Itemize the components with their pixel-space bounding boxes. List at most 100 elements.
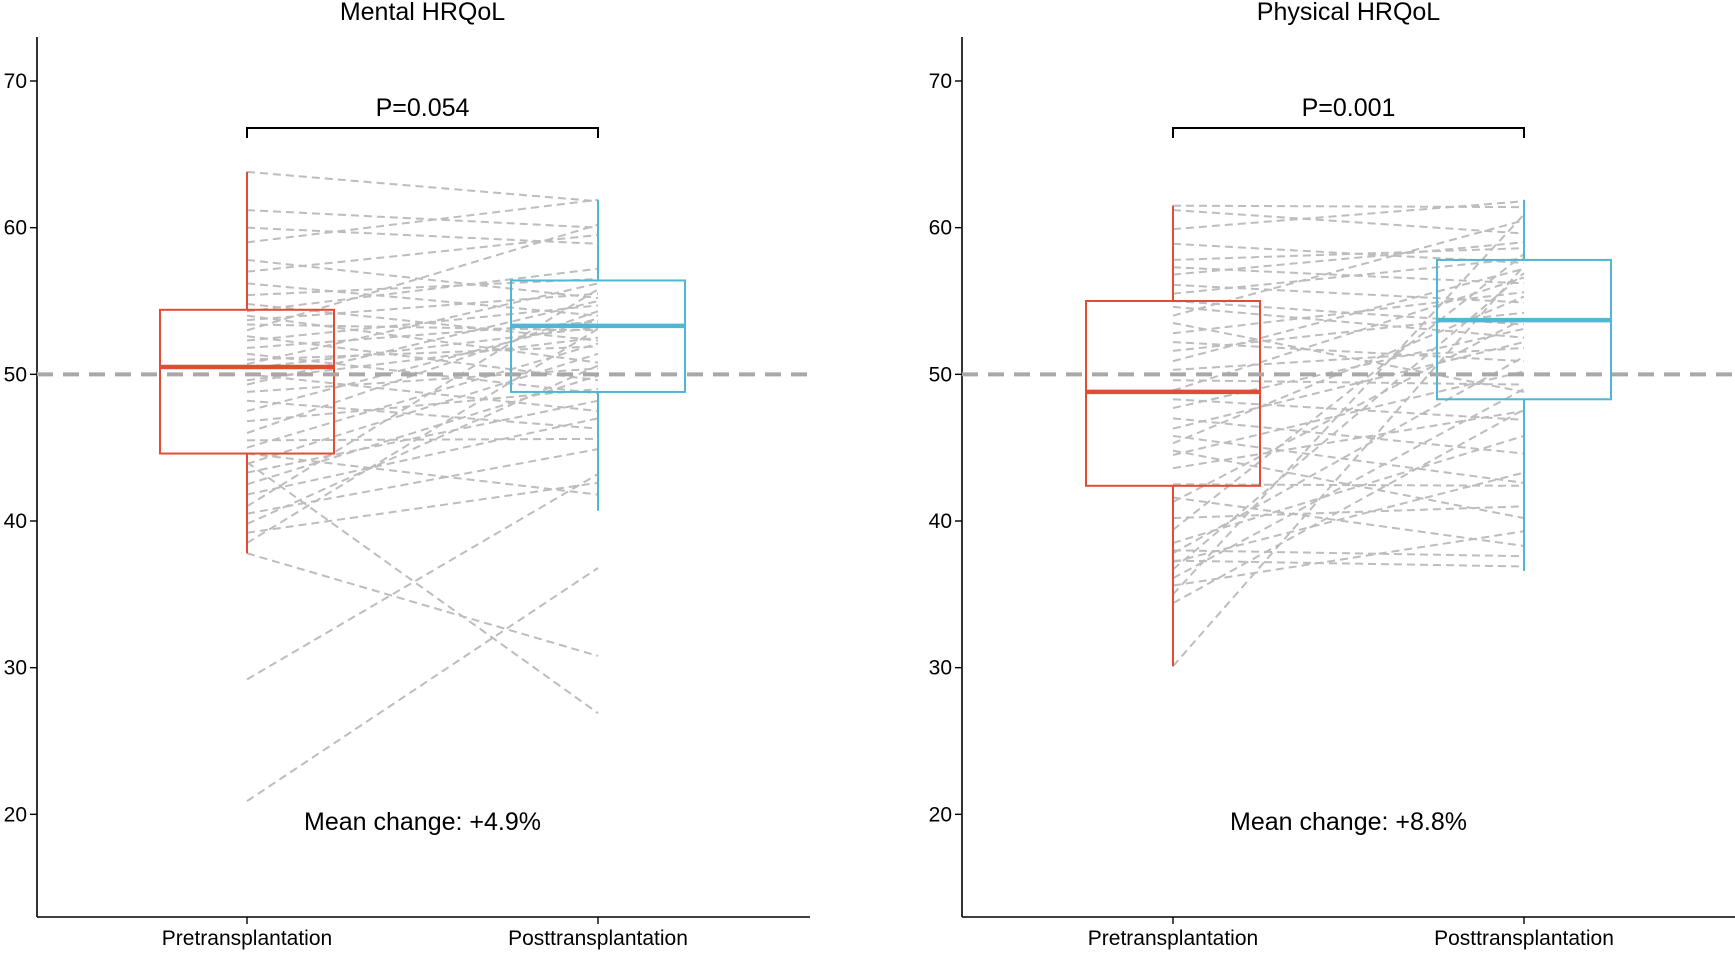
p-value-label: P=0.001: [1302, 94, 1396, 122]
patient-line: [1172, 434, 1525, 484]
patient-line: [246, 267, 599, 313]
patient-line: [246, 399, 599, 474]
paired-lines: [246, 170, 599, 802]
x-tick-label: Pretransplantation: [162, 927, 332, 950]
patient-line: [1172, 291, 1525, 335]
patient-line: [1172, 417, 1525, 455]
patient-line: [1172, 549, 1525, 558]
patient-line: [1172, 253, 1525, 531]
patient-line: [246, 223, 599, 332]
patient-line: [246, 345, 599, 361]
patient-line: [246, 552, 599, 657]
patient-line: [246, 300, 599, 386]
box-iqr: [510, 279, 686, 393]
patient-line: [1172, 483, 1525, 487]
y-tick-label: 70: [4, 70, 27, 93]
patient-line: [246, 278, 599, 297]
y-tick-label: 50: [4, 363, 27, 386]
patient-line: [246, 328, 599, 544]
patient-line: [246, 437, 599, 442]
box-iqr: [159, 308, 335, 455]
patient-line: [1172, 257, 1525, 295]
patient-line: [1172, 322, 1525, 393]
patient-line: [246, 314, 599, 364]
patient-line: [246, 234, 599, 273]
patient-line: [1172, 408, 1525, 605]
significance-bracket: [1172, 127, 1525, 138]
patient-line: [1172, 379, 1525, 386]
patient-line: [246, 323, 599, 332]
patient-line: [246, 461, 599, 714]
x-tick-label: Posttransplantation: [508, 927, 688, 950]
patient-line: [1172, 559, 1525, 568]
patient-line: [246, 198, 599, 244]
patient-line: [246, 399, 599, 430]
boxplot-pre: [1085, 205, 1261, 667]
mean-change-annotation: Mean change: +8.8%: [1230, 808, 1467, 836]
patient-line: [246, 226, 599, 245]
patient-line: [246, 292, 599, 322]
patient-line: [1172, 219, 1525, 317]
y-tick-label: 60: [4, 217, 27, 240]
patient-line: [1172, 355, 1525, 555]
patient-line: [246, 170, 599, 203]
y-tick-label: 40: [4, 510, 27, 533]
x-tick-label: Pretransplantation: [1088, 927, 1258, 950]
patient-line: [246, 342, 599, 449]
patient-line: [1172, 267, 1525, 363]
patient-line: [1172, 505, 1525, 520]
patient-line: [1172, 471, 1525, 564]
patient-line: [1172, 276, 1525, 392]
patient-line: [1172, 241, 1525, 276]
patient-line: [1172, 434, 1525, 544]
panel-physical-hrqol: Physical HRQoL 20 30 40 50 60 70 Pretransplanta…: [929, 0, 1735, 950]
y-tick-label: 60: [929, 217, 952, 240]
patient-line: [1172, 317, 1525, 503]
patient-line: [246, 310, 599, 434]
patient-line: [1172, 370, 1525, 456]
boxplot-pre: [159, 171, 335, 554]
x-tick-label: Posttransplantation: [1434, 927, 1614, 950]
y-tick-label: 20: [929, 803, 952, 826]
patient-line: [1172, 346, 1525, 371]
mean-change-annotation: Mean change: +4.9%: [304, 808, 541, 836]
patient-line: [1172, 496, 1525, 547]
significance-bracket: [246, 127, 599, 138]
patient-line: [246, 304, 599, 342]
patient-line: [246, 567, 599, 802]
patient-line: [246, 326, 599, 370]
panel-mental-hrqol: Mental HRQoL 20 30 40 50 60 70 Pretransplantati…: [4, 0, 810, 950]
patient-line: [246, 352, 599, 465]
boxplot-post: [510, 199, 686, 511]
y-tick-label: 50: [929, 363, 952, 386]
patient-line: [1172, 200, 1525, 231]
patient-line: [1172, 265, 1525, 667]
patient-line: [1172, 530, 1525, 587]
chart-title: Mental HRQoL: [340, 0, 505, 26]
patient-line: [246, 209, 599, 229]
patient-line: [246, 473, 599, 681]
patient-line: [246, 417, 599, 496]
patient-line: [1172, 388, 1525, 580]
patient-line: [246, 373, 599, 412]
y-tick-label: 70: [929, 70, 952, 93]
patient-line: [1172, 449, 1525, 520]
patient-line: [246, 374, 599, 486]
patient-line: [246, 481, 599, 534]
patient-line: [246, 282, 599, 366]
patient-line: [246, 317, 599, 412]
box-iqr: [1436, 258, 1612, 401]
chart-title: Physical HRQoL: [1257, 0, 1440, 26]
p-value-label: P=0.054: [376, 94, 470, 122]
patient-line: [1172, 410, 1525, 470]
patient-line: [1172, 272, 1525, 571]
y-tick-label: 30: [929, 657, 952, 680]
patient-line: [1172, 213, 1525, 596]
y-tick-label: 40: [929, 510, 952, 533]
y-tick-label: 30: [4, 657, 27, 680]
patient-line: [1172, 341, 1525, 430]
y-tick-label: 20: [4, 803, 27, 826]
patient-line: [1172, 327, 1525, 410]
